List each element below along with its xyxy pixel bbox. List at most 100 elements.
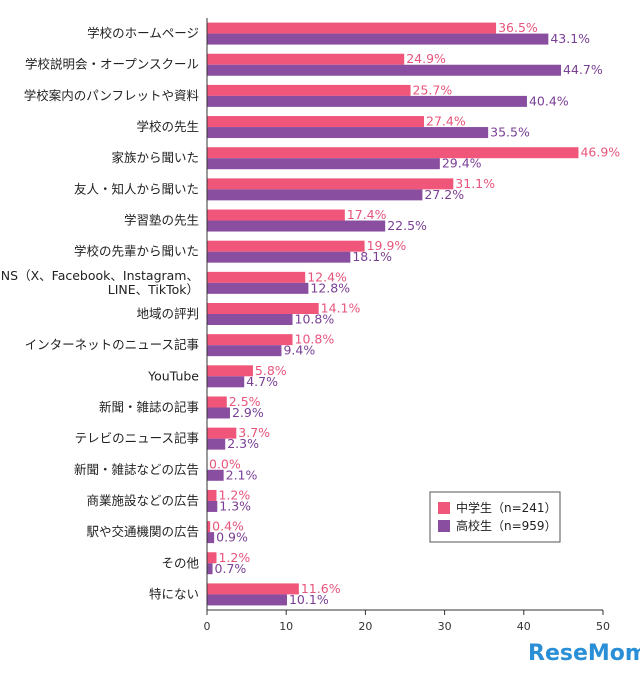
category-label: 新聞・雑誌の記事: [99, 399, 199, 414]
bar-high-school: [207, 127, 489, 139]
category-label: 駅や交通機関の広告: [86, 524, 199, 539]
value-label-high-school: 27.2%: [424, 187, 464, 202]
value-label-high-school: 40.4%: [529, 93, 569, 108]
bar-high-school: [207, 33, 549, 45]
legend-label-middle-school: 中学生（n=241）: [456, 500, 557, 515]
value-label-middle-school: 19.9%: [367, 238, 407, 253]
value-label-middle-school: 46.9%: [580, 145, 620, 160]
category-label-line: LINE、TikTok）: [108, 282, 199, 297]
category-label: 特にない: [149, 586, 199, 601]
bar-middle-school: [207, 365, 253, 377]
category-label: 家族から聞いた: [111, 150, 199, 165]
axes-layer: 0 10 20 30 40 50: [204, 18, 610, 633]
bar-high-school: [207, 220, 386, 232]
bar-high-school: [207, 500, 218, 512]
bar-middle-school: [207, 53, 405, 65]
bar-middle-school: [207, 209, 345, 221]
bar-middle-school: [207, 116, 425, 128]
x-tick-label: 50: [596, 620, 610, 633]
value-label-middle-school: 24.9%: [406, 51, 446, 66]
resemom-logo: ReseMom: [528, 641, 640, 666]
bar-high-school: [207, 189, 423, 201]
bar-high-school: [207, 158, 440, 170]
bar-high-school: [207, 407, 230, 419]
value-label-high-school: 0.7%: [215, 561, 247, 576]
bar-high-school: [207, 345, 282, 357]
value-label-high-school: 44.7%: [563, 62, 603, 77]
labels-layer: 学校のホームページ 36.5% 43.1% 学校説明会・オープンスクール 24.9% 44…: [0, 20, 620, 607]
bar-high-school: [207, 532, 215, 544]
value-label-high-school: 43.1%: [550, 31, 590, 46]
bar-high-school: [207, 95, 527, 107]
value-label-middle-school: 14.1%: [321, 301, 361, 316]
x-tick-label: 20: [358, 620, 372, 633]
legend: 中学生（n=241） 高校生（n=959）: [429, 491, 561, 543]
bar-high-school: [207, 376, 245, 388]
value-label-high-school: 4.7%: [246, 374, 278, 389]
value-label-high-school: 12.8%: [310, 280, 350, 295]
value-label-high-school: 35.5%: [490, 125, 530, 140]
bars-layer: [207, 22, 579, 606]
value-label-high-school: 9.4%: [283, 343, 315, 358]
bar-middle-school: [207, 427, 237, 439]
bar-middle-school: [207, 334, 293, 346]
bar-middle-school: [207, 552, 217, 564]
value-label-high-school: 2.1%: [226, 467, 258, 482]
x-tick-label: 0: [204, 620, 211, 633]
bar-high-school: [207, 64, 562, 76]
bar-middle-school: [207, 84, 411, 96]
value-label-middle-school: 0.0%: [209, 456, 241, 471]
category-label: 学校説明会・オープンスクール: [25, 57, 199, 72]
value-label-middle-school: 2.5%: [229, 394, 261, 409]
value-label-high-school: 0.9%: [216, 530, 248, 545]
category-label: 学校のホームページ: [87, 26, 199, 41]
category-label: インターネットのニュース記事: [25, 337, 199, 352]
bar-middle-school: [207, 521, 211, 533]
bar-high-school: [207, 438, 226, 450]
x-tick-label: 40: [517, 620, 531, 633]
category-label: 商業施設などの広告: [86, 493, 199, 508]
category-label: YouTube: [147, 368, 199, 383]
category-label: その他: [161, 555, 199, 570]
value-label-high-school: 29.4%: [442, 156, 482, 171]
bar-middle-school: [207, 178, 454, 190]
value-label-high-school: 18.1%: [352, 249, 392, 264]
category-label-line: SNS（X、Facebook、Instagram、: [0, 268, 199, 283]
category-label: 学校案内のパンフレットや資料: [24, 88, 200, 103]
value-label-middle-school: 31.1%: [455, 176, 495, 191]
bar-high-school: [207, 314, 293, 325]
value-label-middle-school: 1.2%: [219, 487, 251, 502]
value-label-high-school: 2.9%: [232, 405, 264, 420]
value-label-high-school: 2.3%: [227, 436, 259, 451]
value-label-middle-school: 3.7%: [238, 425, 270, 440]
bar-high-school: [207, 594, 287, 606]
legend-swatch-high-school: [438, 520, 450, 532]
value-label-high-school: 1.3%: [219, 498, 251, 513]
value-label-middle-school: 17.4%: [347, 207, 387, 222]
bar-middle-school: [207, 271, 306, 283]
bar-middle-school: [207, 240, 365, 252]
category-label: 学校の先輩から聞いた: [74, 244, 199, 259]
category-label: SNS（X、Facebook、Instagram、 LINE、TikTok）: [0, 268, 199, 297]
x-tick-label: 10: [279, 620, 293, 633]
value-label-middle-school: 36.5%: [498, 20, 538, 35]
bar-middle-school: [207, 583, 299, 595]
bar-high-school: [207, 282, 309, 294]
legend-swatch-middle-school: [438, 502, 450, 514]
category-label: テレビのニュース記事: [75, 431, 199, 446]
bar-high-school: [207, 469, 224, 481]
value-label-middle-school: 25.7%: [413, 82, 453, 97]
bar-high-school: [207, 251, 351, 263]
legend-box: [429, 491, 561, 543]
bar-middle-school: [207, 489, 217, 501]
value-label-middle-school: 27.4%: [426, 114, 466, 129]
category-label: 学校の先生: [136, 119, 199, 134]
category-label: 地域の評判: [136, 306, 199, 321]
category-label: 新聞・雑誌などの広告: [74, 462, 199, 477]
value-label-middle-school: 0.4%: [212, 519, 244, 534]
value-label-high-school: 22.5%: [387, 218, 427, 233]
bar-middle-school: [207, 147, 579, 159]
legend-label-high-school: 高校生（n=959）: [456, 518, 557, 533]
bar-middle-school: [207, 22, 497, 34]
